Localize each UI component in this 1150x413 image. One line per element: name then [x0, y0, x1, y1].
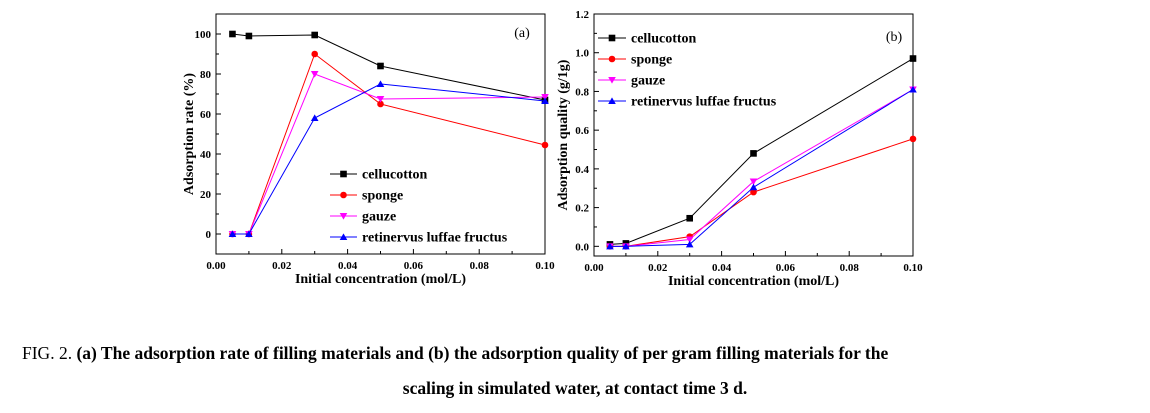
panel-b-data-point-sponge	[909, 135, 917, 143]
panel-a-data-point-gauze	[541, 94, 549, 101]
panel-a-data-point-retinervus-luffae-fructus	[310, 114, 319, 121]
panel-a-legend-label-sponge: sponge	[362, 189, 403, 204]
panel-a-series-retinervus-luffae-fructus	[228, 80, 549, 237]
panel-a-legend-label-cellucotton: cellucotton	[362, 168, 428, 183]
panel-b-legend-marker-retinervus-luffae-fructus	[608, 97, 616, 104]
panel-b-y-tick-label: 0.4	[575, 164, 589, 176]
caption-text-line2: scaling in simulated water, at contact t…	[402, 378, 748, 398]
panel-a-series-cellucotton	[229, 30, 549, 104]
panel-b-data-point-sponge	[750, 188, 757, 196]
panel-b-legend-label-cellucotton: cellucotton	[631, 32, 697, 47]
panel-b-legend-marker-gauze	[608, 77, 616, 84]
figure-caption-line2: scaling in simulated water, at contact t…	[0, 378, 1150, 398]
panel-a-x-tick-label: 0.04	[338, 260, 358, 272]
panel-b-y-tick-label: 0.6	[575, 125, 589, 137]
panel-b-series-retinervus-luffae-fructus	[606, 85, 917, 250]
panel-b-panel-label: (b)	[886, 30, 903, 45]
panel-a-data-point-retinervus-luffae-fructus	[245, 230, 253, 237]
panel-b-data-point-retinervus-luffae-fructus	[606, 242, 614, 250]
panel-a-x-tick-label: 0.08	[470, 260, 490, 272]
panel-a-x-tick-label: 0.00	[206, 260, 226, 272]
panel-b-y-tick-label: 0.0	[575, 241, 589, 253]
panel-b-legend: cellucotton sponge gauze retinervus luffae …	[598, 32, 777, 110]
panel-a-y-tick-label: 100	[195, 29, 212, 41]
panel-b-data-point-retinervus-luffae-fructus	[909, 85, 917, 93]
panel-a-data-point-cellucotton	[229, 30, 236, 38]
panel-a-legend-label-gauze: gauze	[362, 210, 396, 225]
panel-a-legend-marker-gauze	[339, 213, 348, 220]
panel-b-y-axis-label: Adsorption quality (g/1g)	[556, 59, 571, 210]
panel-a-legend: cellucotton sponge gauze retinervus luffae …	[330, 168, 508, 246]
panel-a-y-tick-label: 40	[200, 149, 212, 161]
chart-panel-a: 0.00 0.02 0.04 0.06 0.08 0.10 0 20 40 60 80 100 Init…	[182, 13, 555, 287]
panel-a-series-line-cellucotton	[232, 33, 546, 101]
panel-a-y-tick-label: 60	[200, 109, 212, 121]
panel-a-data-point-cellucotton	[245, 32, 253, 40]
panel-b-y-tick-label: 0.8	[575, 86, 589, 98]
panel-b-plot-frame	[593, 13, 914, 257]
panel-a-x-tick-label: 0.10	[535, 260, 555, 272]
panel-b-x-tick-label: 0.00	[584, 262, 604, 274]
panel-a-data-point-sponge	[541, 141, 549, 149]
panel-a-panel-label: (a)	[514, 26, 530, 41]
panel-b-y-tick-label: 0.2	[575, 203, 589, 215]
panel-b-x-tick-label: 0.02	[648, 262, 668, 274]
panel-b-data-point-cellucotton	[909, 55, 917, 62]
panel-a-data-point-gauze	[310, 71, 319, 78]
panel-b-legend-label-sponge: sponge	[631, 53, 672, 68]
panel-a-x-axis-label: Initial concentration (mol/L)	[295, 272, 466, 287]
panel-b-data-point-gauze	[749, 178, 758, 186]
panel-b-data-point-cellucotton	[686, 214, 693, 222]
panel-b-x-tick-label: 0.04	[712, 262, 732, 274]
panel-b-x-tick-label: 0.06	[776, 262, 796, 274]
panel-a-legend-marker-cellucotton	[340, 170, 347, 178]
panel-b-data-point-retinervus-luffae-fructus	[749, 183, 758, 191]
panel-a-data-point-retinervus-luffae-fructus	[376, 80, 385, 87]
panel-b-series-line-gauze	[609, 89, 914, 247]
panel-a-x-tick-label: 0.06	[404, 260, 424, 272]
panel-b-series-gauze	[606, 86, 917, 250]
panel-b-data-point-cellucotton	[750, 150, 757, 157]
figure-caption-line1: FIG. 2. (a) The adsorption rate of filli…	[22, 343, 888, 363]
panel-a-legend-label-retinervus-luffae-fructus: retinervus luffae fructus	[362, 231, 508, 246]
panel-b-x-axis-label: Initial concentration (mol/L)	[668, 274, 839, 289]
panel-a-y-tick-label: 80	[200, 69, 212, 81]
panel-a-y-axis-label: Adsorption rate (%)	[182, 73, 197, 195]
panel-a-series-line-sponge	[232, 53, 546, 235]
panel-a-data-point-sponge	[311, 50, 319, 58]
panel-b-legend-marker-cellucotton	[608, 34, 616, 42]
panel-a-legend-marker-retinervus-luffae-fructus	[339, 233, 348, 240]
panel-b-series-line-sponge	[609, 138, 914, 247]
panel-a-y-tick-label: 20	[200, 189, 212, 201]
panel-a-data-point-retinervus-luffae-fructus	[541, 97, 549, 104]
panel-a-x-tick-label: 0.02	[272, 260, 292, 272]
panel-b-x-tick-label: 0.08	[840, 262, 860, 274]
panel-b-data-point-gauze	[685, 236, 694, 244]
panel-b-legend-label-gauze: gauze	[631, 74, 665, 89]
panel-a-data-point-cellucotton	[377, 62, 384, 70]
panel-b-legend-label-retinervus-luffae-fructus: retinervus luffae fructus	[631, 95, 777, 110]
caption-text-line1: (a) The adsorption rate of filling mater…	[76, 343, 889, 363]
panel-b-data-point-retinervus-luffae-fructus	[622, 242, 630, 250]
caption-prefix: FIG. 2.	[22, 343, 73, 363]
panel-a-data-point-sponge	[377, 100, 384, 108]
panel-b-legend-marker-sponge	[608, 55, 616, 63]
panel-b-y-tick-label: 1.2	[575, 9, 589, 21]
panel-b-series-line-retinervus-luffae-fructus	[609, 89, 914, 247]
panel-a-y-tick-label: 0	[206, 229, 212, 241]
panel-a-data-point-gauze	[376, 96, 385, 103]
panel-a-legend-marker-sponge	[340, 191, 347, 199]
panel-b-data-point-retinervus-luffae-fructus	[685, 240, 694, 248]
panel-a-data-point-retinervus-luffae-fructus	[228, 230, 237, 237]
panel-b-x-tick-label: 0.10	[903, 262, 923, 274]
panel-a-data-point-cellucotton	[311, 31, 318, 39]
chart-panel-b: 0.00 0.02 0.04 0.06 0.08 0.10 0.0 0.2 0.4 0.6 0.8 1…	[556, 9, 923, 289]
panel-b-y-tick-label: 1.0	[575, 48, 589, 60]
